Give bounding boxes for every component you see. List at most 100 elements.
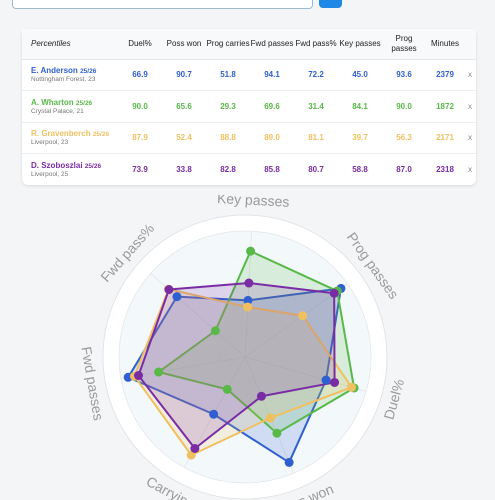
player-club: Nottingham Forest, 23	[31, 76, 96, 84]
radar-spoke	[244, 356, 367, 392]
cell-prog-carries: 82.8	[220, 165, 236, 174]
cell-prog-passes: 90.0	[396, 101, 412, 111]
cell-minutes: 2171	[436, 133, 454, 143]
cell-duel-pct: 66.9	[132, 70, 148, 80]
radar-point	[190, 443, 200, 453]
player-name-line[interactable]: A. Wharton 25/26	[31, 98, 118, 107]
header-fwd-pass-pct: Fwd pass%	[295, 38, 337, 48]
radar-point	[298, 311, 308, 321]
radar-point	[265, 413, 275, 423]
cell-duel-pct: 90.0	[132, 101, 148, 111]
cell-fwd-pass-pct: 81.1	[308, 133, 324, 143]
cell-fwd-pass-pct: 31.4	[308, 101, 324, 111]
comparison-table-card: Percentiles Duel% Poss won Prog carries …	[22, 29, 476, 185]
radar-point	[256, 391, 266, 401]
remove-player-button[interactable]: x	[468, 165, 472, 174]
player-cell: A. Wharton 25/26 Crystal Palace, 21	[22, 91, 118, 123]
player-season: 25/26	[75, 99, 93, 107]
cell-prog-passes: 87.0	[396, 165, 412, 174]
player-name-line[interactable]: R. Gravenberch 25/26	[31, 129, 118, 138]
cell-key-passes: 84.1	[352, 101, 368, 111]
cell-poss-won: 52.4	[176, 133, 192, 143]
table-row: E. Anderson 25/26 Nottingham Forest, 23 66…	[22, 59, 476, 91]
cell-prog-carries: 29.3	[220, 101, 236, 111]
radar-point	[330, 377, 340, 387]
cell-poss-won: 65.6	[176, 101, 192, 111]
cell-fwd-passes: 69.6	[264, 101, 280, 111]
header-percentiles: Percentiles	[31, 38, 71, 48]
radar-point	[243, 302, 253, 312]
header-prog-carries: Prog carries	[206, 38, 250, 48]
header-minutes: Minutes	[430, 38, 459, 48]
player-cell: R. Gravenberch 25/26 Liverpool, 23	[22, 122, 118, 154]
search-input[interactable]	[12, 0, 313, 9]
cell-duel-pct: 73.9	[132, 165, 148, 174]
player-club: Liverpool, 23	[31, 139, 69, 147]
radar-spoke	[244, 283, 348, 358]
cell-fwd-pass-pct: 80.7	[308, 165, 324, 174]
cell-key-passes: 45.0	[352, 70, 368, 80]
cell-fwd-pass-pct: 72.2	[308, 70, 324, 80]
radar-point	[209, 409, 219, 419]
cell-poss-won: 90.7	[176, 70, 192, 80]
comparison-table: Percentiles Duel% Poss won Prog carries …	[22, 29, 476, 185]
radar-point	[133, 371, 143, 381]
radar-point	[164, 285, 174, 295]
radar-point	[172, 292, 182, 302]
radar-point	[154, 367, 164, 377]
table-row: D. Szoboszlai 25/26 Liverpool, 25 73.9 33.8…	[22, 154, 476, 186]
cell-minutes: 2379	[436, 70, 454, 80]
header-key-passes: Key passes	[339, 38, 381, 48]
player-club: Liverpool, 25	[31, 171, 69, 178]
cell-prog-passes: 93.6	[396, 70, 412, 80]
radar-point	[272, 428, 282, 438]
radar-axis-label: Key passes	[217, 195, 290, 210]
radar-point	[329, 288, 339, 298]
radar-point	[243, 295, 253, 305]
cell-fwd-passes: 94.1	[264, 70, 280, 80]
cell-duel-pct: 87.9	[132, 133, 148, 143]
table-header-row: Percentiles Duel% Poss won Prog carries …	[22, 29, 476, 59]
cell-fwd-passes: 85.8	[264, 165, 280, 174]
cell-key-passes: 58.8	[352, 165, 368, 174]
cell-prog-carries: 88.8	[220, 133, 236, 143]
player-name[interactable]: A. Wharton	[31, 97, 74, 107]
radar-point	[186, 450, 196, 460]
cell-prog-passes: 56.3	[396, 133, 412, 143]
header-remove	[464, 29, 476, 59]
search-button[interactable]	[319, 0, 342, 8]
player-season: 25/26	[84, 163, 102, 170]
cell-minutes: 2318	[436, 165, 454, 174]
header-fwd-passes: Fwd passes	[250, 38, 294, 48]
table-row: R. Gravenberch 25/26 Liverpool, 23 87.9 52.…	[22, 122, 476, 154]
player-name-line[interactable]: D. Szoboszlai 25/26	[31, 161, 118, 170]
radar-point	[284, 457, 294, 467]
cell-prog-carries: 51.8	[220, 70, 236, 80]
header-poss-won: Poss won	[166, 38, 202, 48]
header-prog-passes: Prog passes	[391, 33, 417, 53]
radar-point	[222, 384, 232, 394]
cell-fwd-passes: 89.0	[264, 133, 280, 143]
player-name[interactable]: E. Anderson	[31, 66, 78, 76]
table-row: A. Wharton 25/26 Crystal Palace, 21 90.0 65…	[22, 91, 476, 123]
remove-player-button[interactable]: x	[468, 133, 472, 143]
cell-minutes: 1872	[436, 101, 454, 111]
radar-point	[210, 326, 220, 336]
player-name[interactable]: D. Szoboszlai	[31, 161, 83, 170]
player-club: Crystal Palace, 21	[31, 107, 84, 115]
remove-player-button[interactable]: x	[468, 101, 472, 111]
player-season: 25/26	[80, 68, 97, 76]
player-cell: E. Anderson 25/26 Nottingham Forest, 23	[22, 59, 118, 91]
cell-key-passes: 39.7	[352, 133, 368, 143]
player-name[interactable]: R. Gravenberch	[31, 129, 91, 139]
player-name-line[interactable]: E. Anderson 25/26	[31, 66, 118, 75]
radar-point	[244, 278, 254, 288]
radar-point	[321, 375, 331, 385]
radar-point	[347, 382, 357, 392]
cell-poss-won: 33.8	[176, 165, 192, 174]
radar-series-area	[137, 282, 336, 450]
remove-player-button[interactable]: x	[468, 70, 472, 80]
header-duel-pct: Duel%	[128, 38, 152, 48]
player-season: 25/26	[92, 131, 110, 139]
